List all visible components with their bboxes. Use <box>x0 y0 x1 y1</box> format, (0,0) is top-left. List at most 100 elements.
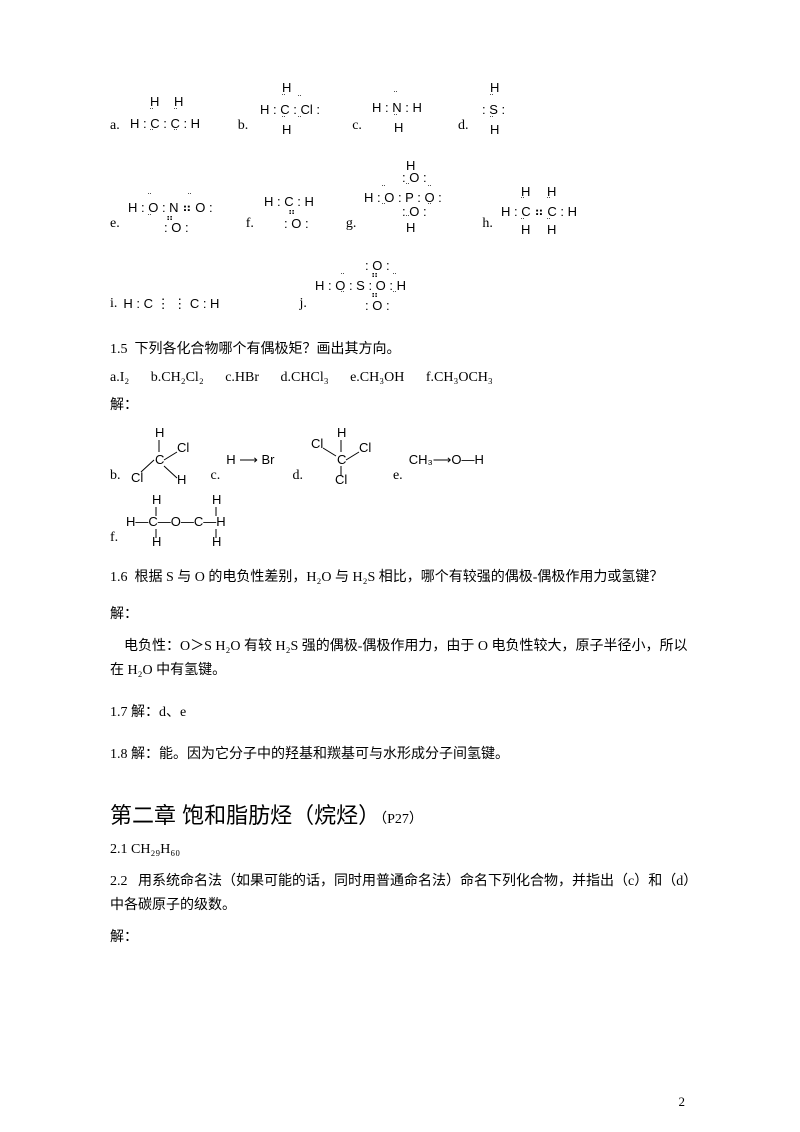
q16-num: 1.6 <box>110 570 128 585</box>
svg-text:C: C <box>337 452 346 467</box>
ch2cl2-dipole-icon: H C Cl Cl H <box>127 426 193 486</box>
lewis-h2so4-icon: : O : ⠶ H : O : S : O : H ¨¨ ¨¨ ⠶ : O : <box>313 258 433 314</box>
q16: 1.6 根据 S 与 O 的电负性差别，H₂O 与 H₂S 相比，哪个有较强的偶… <box>110 566 700 590</box>
svg-text:: O :: : O : <box>365 298 390 313</box>
q22-ans-label: 解： <box>110 926 700 950</box>
svg-text:H—C—O—C—H: H—C—O—C—H <box>126 514 226 529</box>
chapter-title: 第二章 饱和脂肪烃（烷烃）（P27） <box>110 798 700 830</box>
label-b: b. <box>238 118 249 136</box>
q15-opt-f: f.CH₃OCH₃ <box>426 370 493 385</box>
svg-text:H : C : C : H: H : C : C : H <box>130 116 200 131</box>
q16-text: 根据 S 与 O 的电负性差别，H₂O 与 H₂S 相比，哪个有较强的偶极-偶极… <box>135 570 664 585</box>
svg-text:¨: ¨ <box>298 115 301 126</box>
label-g: g. <box>346 216 357 234</box>
ans-c-label: c. <box>211 468 221 486</box>
ans-e: e. CH₃⟶O—H <box>393 452 484 486</box>
q15-opt-e: e.CH₃OH <box>350 370 404 385</box>
svg-text:H: H <box>282 122 291 136</box>
svg-text:Cl: Cl <box>131 470 143 485</box>
lewis-acetylene-icon: H : C ⋮ ⋮ C : H <box>123 297 219 314</box>
struct-e: e. ¨¨ H : O : N ⠶ O : ¨ ⠶ : O : <box>110 188 226 234</box>
svg-text:H: H <box>152 494 161 507</box>
page-number: 2 <box>679 1094 686 1110</box>
hbr-dipole-text: H ⟶ Br <box>226 452 274 486</box>
struct-row-3: i. H : C ⋮ ⋮ C : H j. : O : ⠶ H : O : S … <box>110 258 700 314</box>
q15-opt-a: a.I₂ <box>110 370 129 385</box>
q15-ans-row2: f. H H—C—O—C—H H H H <box>110 494 700 548</box>
svg-text:Cl: Cl <box>177 440 189 455</box>
svg-text:H : C : Cl :: H : C : Cl : <box>260 102 320 117</box>
q15-ans-label: 解： <box>110 394 700 418</box>
struct-j: j. : O : ⠶ H : O : S : O : H ¨¨ ¨¨ ⠶ : O… <box>299 258 432 314</box>
lewis-ethene-icon: HH ¨¨ H : C ⠶ C : H ¨¨ HH <box>499 184 583 234</box>
chapter-title-text: 第二章 饱和脂肪烃（烷烃） <box>110 803 380 828</box>
svg-text:H: H <box>155 426 164 440</box>
q15-opt-b: b.CH₂Cl₂ <box>151 370 204 385</box>
q15-opt-c: c.HBr <box>225 370 259 385</box>
svg-text:¨: ¨ <box>382 202 385 213</box>
svg-text:¨: ¨ <box>148 213 151 224</box>
ans-b: b. H C Cl Cl H <box>110 426 193 486</box>
svg-text:H: H <box>406 220 415 234</box>
svg-text:¨: ¨ <box>382 184 385 195</box>
q16-ans-text: 电负性：O＞S H₂O 有较 H₂S 强的偶极-偶极作用力，由于 O 电负性较大… <box>110 635 700 683</box>
struct-f: f. H : C : H ⠶ : O : <box>246 190 326 234</box>
lewis-h3po4-icon: H : O : ¨ H : O : P : O : ¨¨ ¨¨ : O : ¨ … <box>362 160 462 234</box>
svg-text:H: H <box>212 534 221 548</box>
svg-text:¨: ¨ <box>341 272 344 283</box>
svg-text:: S :: : S : <box>482 102 505 117</box>
q22-text: 用系统命名法（如果可能的话，同时用普通命名法）命名下列化合物，并指出（c）和（d… <box>110 874 697 913</box>
ans-f-label: f. <box>110 530 118 548</box>
ch3och3-dipole-icon: H H—C—O—C—H H H H <box>124 494 254 548</box>
ans-b-label: b. <box>110 468 121 486</box>
q15: 1.5 下列各化合物哪个有偶极矩？画出其方向。 <box>110 338 700 362</box>
struct-g: g. H : O : ¨ H : O : P : O : ¨¨ ¨¨ : O :… <box>346 160 463 234</box>
struct-row-2: e. ¨¨ H : O : N ⠶ O : ¨ ⠶ : O : f. H : C… <box>110 160 700 234</box>
ans-d-label: d. <box>292 468 303 486</box>
svg-text:¨: ¨ <box>428 184 431 195</box>
label-c: c. <box>352 118 362 136</box>
struct-a: a. HH ¨¨ H : C : C : H ¨¨ <box>110 94 212 136</box>
lewis-h2co-icon: H : C : H ⠶ : O : <box>260 190 326 234</box>
q22-num: 2.2 <box>110 874 128 889</box>
label-i: i. <box>110 296 117 314</box>
svg-text:H: H <box>212 494 221 507</box>
svg-text:H: H <box>177 472 186 486</box>
struct-i: i. H : C ⋮ ⋮ C : H <box>110 296 219 314</box>
svg-text:¨: ¨ <box>428 202 431 213</box>
svg-text:¨: ¨ <box>174 128 177 136</box>
label-a: a. <box>110 118 120 136</box>
svg-text:C: C <box>155 452 164 467</box>
svg-text:H : C ⠶ C : H: H : C ⠶ C : H <box>501 204 577 219</box>
svg-text:H: H <box>547 222 556 234</box>
svg-text:: O :: : O : <box>284 216 309 231</box>
lewis-h2s-icon: H ¨ : S : ¨ H <box>474 80 516 136</box>
q15-opt-d: d.CHCl₃ <box>281 370 329 385</box>
svg-text:H: H <box>152 534 161 548</box>
svg-text:H: H <box>394 120 403 135</box>
q15-opts: a.I₂ b.CH₂Cl₂ c.HBr d.CHCl₃ e.CH₃OH f.CH… <box>110 370 700 386</box>
lewis-ch3cl-icon: H ¨ H : C : Cl : ¨ ¨ ¨ H <box>254 80 326 136</box>
ans-e-label: e. <box>393 468 403 486</box>
svg-text:H: H <box>521 222 530 234</box>
q17: 1.7 解：d、e <box>110 701 700 725</box>
svg-text:¨: ¨ <box>150 128 153 136</box>
svg-text:¨: ¨ <box>341 290 344 301</box>
svg-text:Cl: Cl <box>311 436 323 451</box>
label-j: j. <box>299 296 306 314</box>
label-e: e. <box>110 216 120 234</box>
svg-text:¨: ¨ <box>393 272 396 283</box>
lewis-hno3-icon: ¨¨ H : O : N ⠶ O : ¨ ⠶ : O : <box>126 188 226 234</box>
struct-row-1: a. HH ¨¨ H : C : C : H ¨¨ b. H ¨ H : C :… <box>110 80 700 136</box>
svg-text:Cl: Cl <box>335 472 347 486</box>
svg-text:H: H <box>490 122 499 136</box>
svg-text:H: H <box>337 426 346 440</box>
label-d: d. <box>458 118 469 136</box>
ans-f: f. H H—C—O—C—H H H H <box>110 494 254 548</box>
q22: 2.2 用系统命名法（如果可能的话，同时用普通命名法）命名下列化合物，并指出（c… <box>110 870 700 918</box>
label-f: f. <box>246 216 254 234</box>
label-h: h. <box>482 216 493 234</box>
q16-ans-label: 解： <box>110 603 700 627</box>
lewis-nh3-icon: ¨ H : N : H ¨ H <box>368 86 432 136</box>
struct-b: b. H ¨ H : C : Cl : ¨ ¨ ¨ H <box>238 80 327 136</box>
